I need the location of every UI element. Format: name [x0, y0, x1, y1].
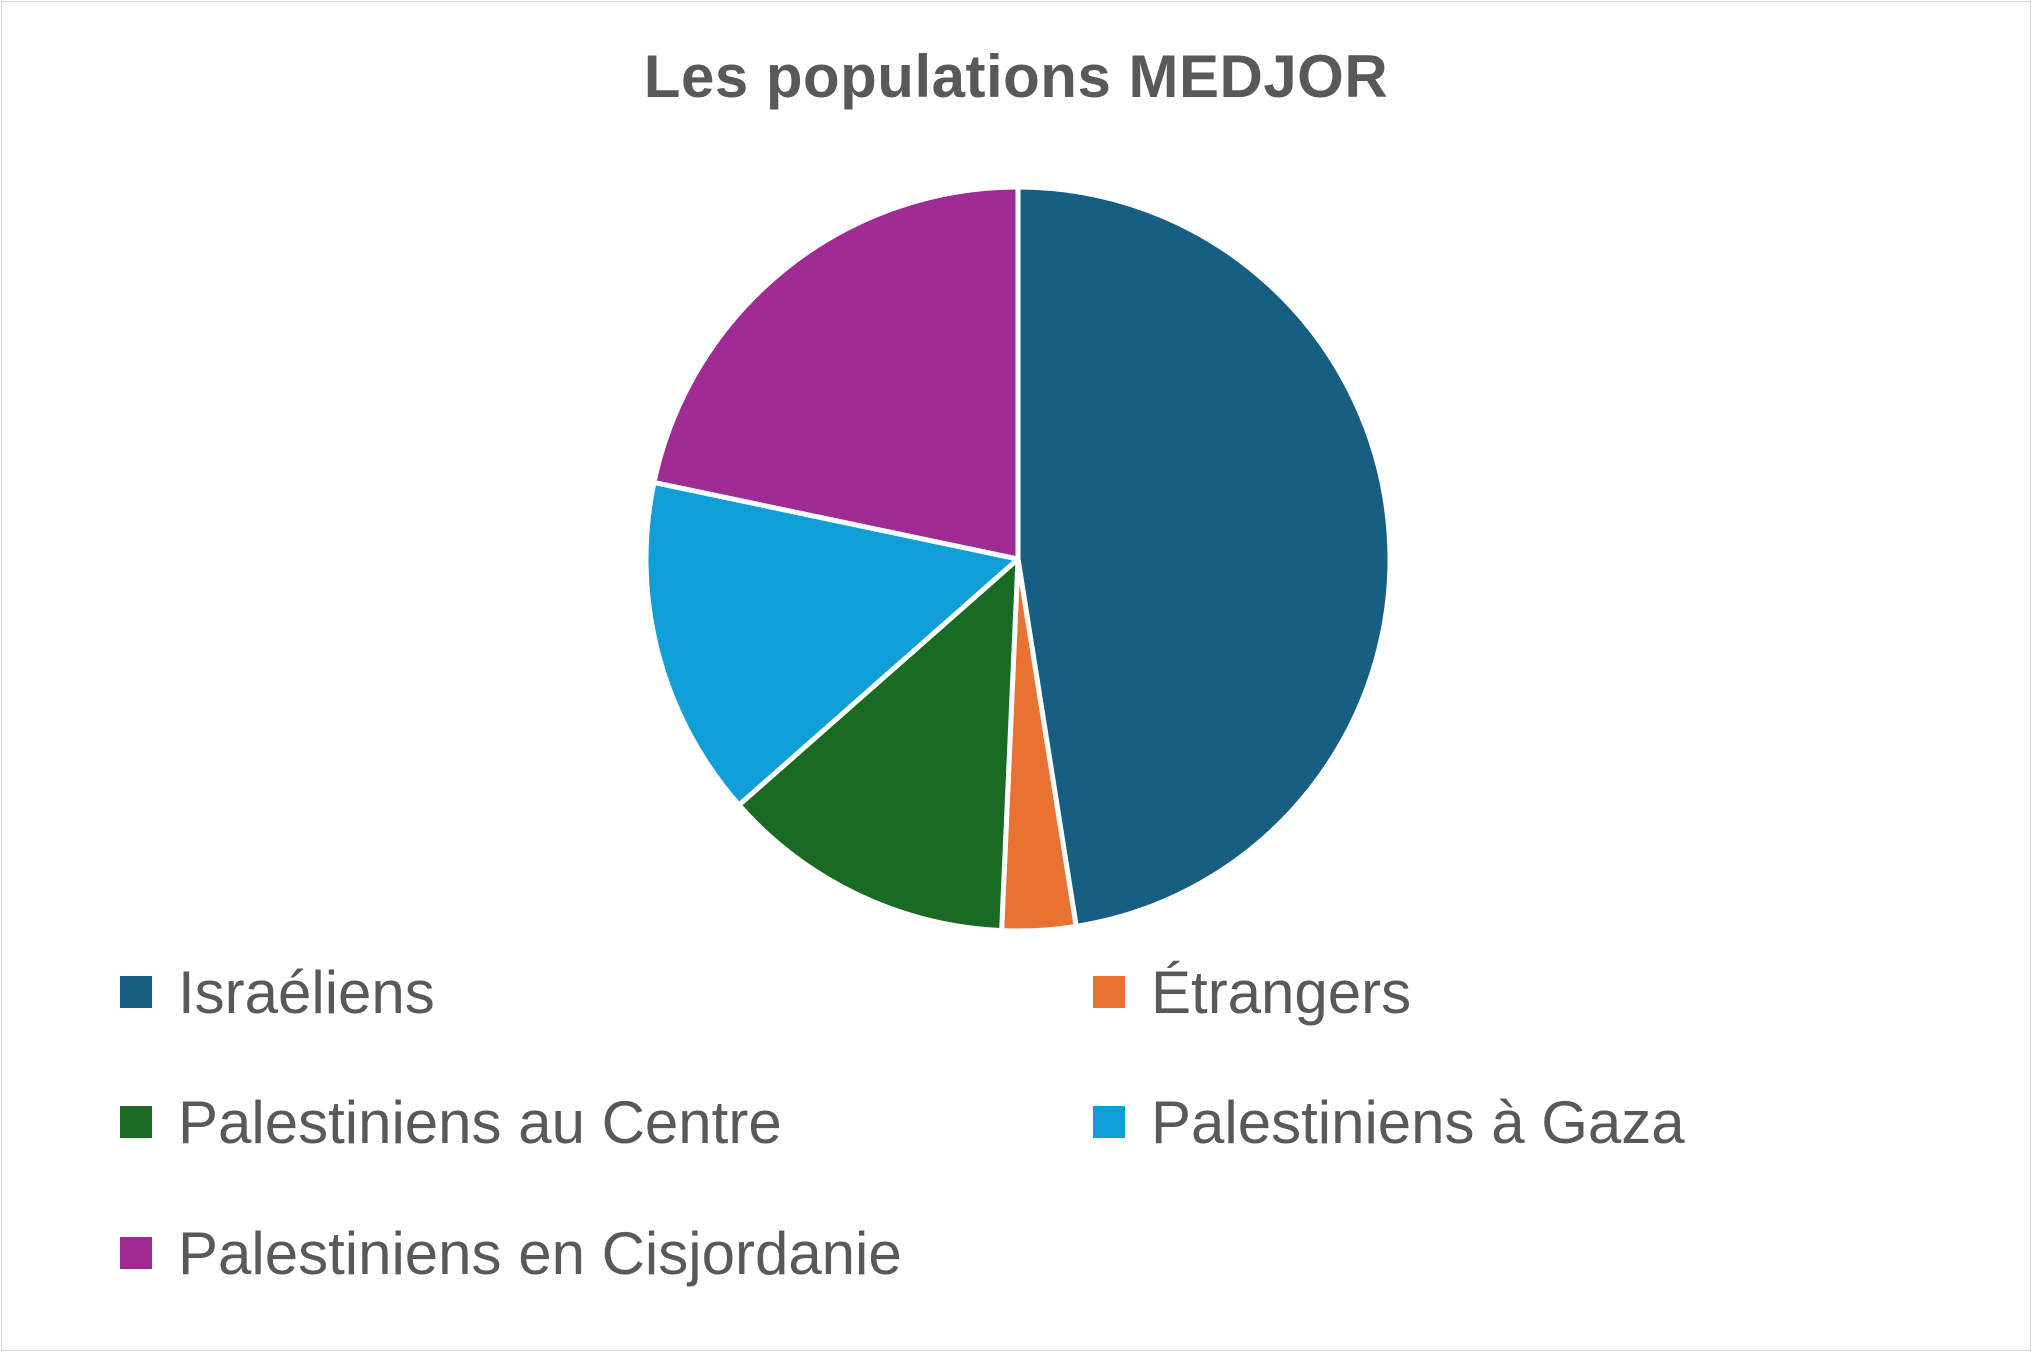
pie-slice-israeliens [1015, 184, 1393, 929]
legend-label-etrangers: Étrangers [1151, 958, 1412, 1026]
legend-swatch-israeliens [120, 976, 152, 1008]
pie-slice-palestiniens-cisjordanie [651, 184, 1021, 562]
legend-item-israeliens: Israéliens [120, 952, 435, 1032]
legend-label-palestiniens-cisjordanie: Palestiniens en Cisjordanie [178, 1219, 902, 1287]
legend-swatch-etrangers [1093, 976, 1125, 1008]
chart-title: Les populations MEDJOR [643, 43, 1389, 110]
pie-slices [643, 184, 1393, 934]
legend-item-palestiniens-gaza: Palestiniens à Gaza [1093, 1082, 1685, 1162]
legend-item-etrangers: Étrangers [1093, 952, 1411, 1032]
legend-label-palestiniens-centre: Palestiniens au Centre [178, 1088, 782, 1156]
legend-swatch-palestiniens-gaza [1093, 1106, 1125, 1138]
legend-label-palestiniens-gaza: Palestiniens à Gaza [1151, 1088, 1685, 1156]
legend-swatch-palestiniens-cisjordanie [120, 1237, 152, 1269]
pie-slice-palestiniens-gaza [643, 479, 1021, 808]
pie-slice-palestiniens-centre [736, 556, 1021, 934]
legend-label-israeliens: Israéliens [178, 958, 435, 1026]
legend-item-palestiniens-cisjordanie: Palestiniens en Cisjordanie [120, 1213, 902, 1293]
legend-swatch-palestiniens-centre [120, 1106, 152, 1138]
legend-item-palestiniens-centre: Palestiniens au Centre [120, 1082, 782, 1162]
